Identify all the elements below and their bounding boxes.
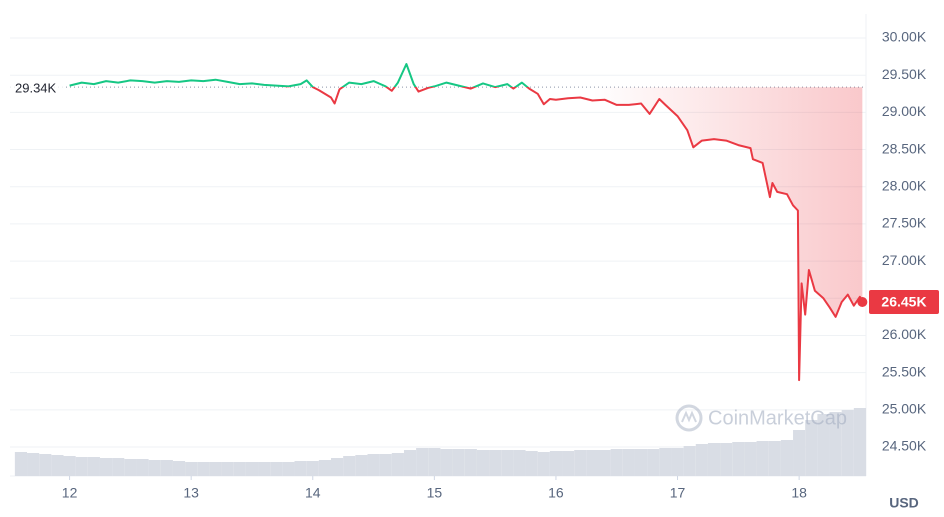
y-tick-label: 25.50K: [882, 363, 927, 379]
volume-bar: [75, 457, 88, 476]
volume-bar: [306, 461, 319, 476]
y-tick-label: 28.00K: [882, 177, 927, 193]
volume-bar: [464, 449, 477, 476]
volume-bar: [197, 462, 210, 476]
x-tick-label: 14: [305, 485, 321, 501]
volume-bar: [185, 462, 198, 476]
volume-bar: [659, 448, 672, 476]
baseline-label: 29.34K: [15, 81, 57, 96]
volume-bar: [294, 461, 307, 476]
volume-bar: [440, 449, 453, 476]
y-tick-label: 28.50K: [882, 140, 927, 156]
volume-bar: [27, 453, 40, 476]
volume-bar: [51, 455, 64, 476]
volume-bar: [379, 454, 392, 476]
volume-bar: [367, 454, 380, 476]
volume-bar: [270, 462, 283, 476]
x-tick-label: 17: [670, 485, 686, 501]
y-tick-label: 29.50K: [882, 66, 927, 82]
volume-bar: [695, 444, 708, 476]
price-area: [69, 87, 863, 381]
unit-label: USD: [889, 495, 919, 511]
volume-bar: [87, 457, 100, 476]
volume-bar: [428, 448, 441, 476]
volume-bar: [829, 412, 842, 476]
last-label-bg: [869, 289, 939, 314]
volume-bar: [258, 462, 271, 476]
volume-bar: [416, 448, 429, 476]
y-tick-label: 26.00K: [882, 326, 927, 342]
volume-bar: [14, 452, 28, 476]
volume-bar: [148, 460, 161, 476]
volume-bar: [780, 440, 794, 476]
last-point: [857, 296, 868, 307]
volume-bar: [403, 450, 417, 476]
volume-bar: [318, 460, 331, 476]
volume-bar: [233, 462, 246, 476]
volume-bar: [805, 420, 818, 476]
volume-bar: [622, 449, 635, 476]
volume-bar: [172, 461, 186, 476]
x-tick-label: 18: [791, 485, 807, 501]
volume-bar: [671, 448, 684, 476]
volume-bar: [63, 456, 76, 476]
volume-bar: [610, 449, 623, 476]
volume-bar: [756, 441, 769, 476]
volume-bar: [452, 449, 465, 476]
baseline-label-bg: [10, 77, 66, 98]
volume-bar: [221, 462, 234, 476]
volume-bar: [683, 446, 696, 476]
volume-bar: [331, 458, 344, 476]
watermark: CoinMarketCap: [708, 407, 847, 429]
y-tick-label: 29.00K: [882, 103, 927, 119]
volume-bar: [549, 451, 563, 476]
volume-bar: [647, 449, 660, 476]
volume-bar: [817, 414, 830, 476]
volume-bar: [489, 450, 502, 476]
volume-bar: [562, 451, 575, 476]
volume-bar: [841, 410, 854, 476]
volume-bar: [768, 441, 781, 476]
volume-bar: [343, 456, 356, 476]
volume-bar: [853, 408, 866, 476]
volume-bar: [720, 443, 733, 476]
volume-bar: [707, 443, 721, 476]
last-label: 26.45K: [881, 294, 926, 310]
volume-bar: [513, 450, 526, 476]
volume-bar: [160, 460, 173, 476]
volume-bar: [99, 458, 113, 476]
y-tick-label: 24.50K: [882, 438, 927, 454]
volume-bar: [245, 462, 259, 476]
y-tick-label: 27.50K: [882, 215, 927, 231]
volume-bar: [282, 462, 295, 476]
price-line: [69, 63, 864, 382]
y-tick-label: 27.00K: [882, 252, 927, 268]
volume-bar: [501, 450, 514, 476]
volume-bar: [525, 451, 538, 476]
volume-bar: [634, 449, 648, 476]
volume-bar: [355, 455, 368, 476]
volume-bar: [136, 459, 149, 476]
volume-bar: [598, 450, 611, 476]
volume-bar: [793, 430, 806, 476]
volume-bar: [124, 459, 137, 476]
volume-bar: [574, 450, 587, 476]
x-tick-label: 16: [548, 485, 564, 501]
volume-bar: [732, 442, 745, 476]
volume-bar: [209, 462, 222, 476]
volume-bar: [744, 442, 757, 476]
volume-bar: [112, 458, 125, 476]
volume-bar: [537, 452, 550, 476]
x-tick-label: 12: [62, 485, 78, 501]
y-tick-label: 30.00K: [882, 29, 927, 45]
y-tick-label: 25.00K: [882, 401, 927, 417]
x-tick-label: 15: [427, 485, 443, 501]
volume-bar: [586, 450, 599, 476]
volume-bar: [39, 454, 52, 476]
volume-bar: [391, 453, 404, 476]
watermark-logo: [675, 404, 703, 432]
x-tick-label: 13: [183, 485, 199, 501]
volume-bar: [476, 450, 490, 476]
